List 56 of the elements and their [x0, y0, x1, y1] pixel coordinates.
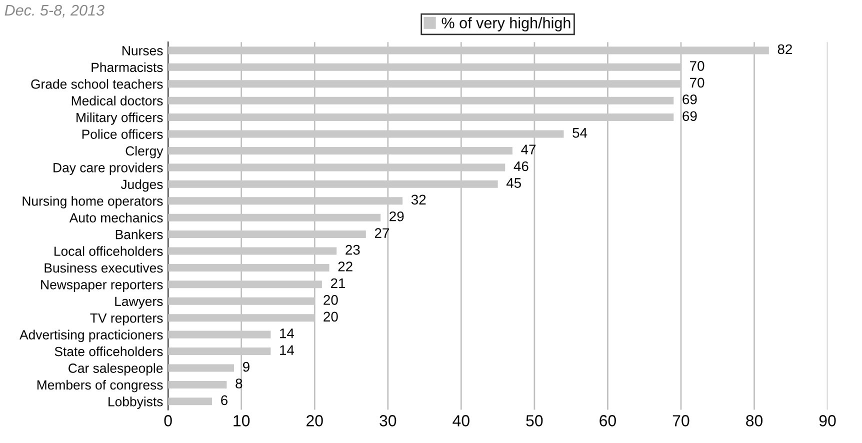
y-tick-label: Car salespeople — [68, 363, 163, 376]
y-tick-label: Day care providers — [54, 162, 163, 175]
y-tick-label: Nurses — [122, 46, 163, 56]
y-tick-label: TV reporters — [90, 314, 163, 326]
data-label: 47 — [521, 144, 536, 154]
data-label: 21 — [330, 278, 346, 288]
y-tick-label: Business executives — [44, 262, 163, 273]
data-label: 9 — [243, 362, 250, 372]
chart-subtitle: Dec. 5-8, 2013 — [4, 4, 104, 18]
y-tick-label: Bankers — [116, 230, 163, 240]
x-tick-label: 30 — [380, 415, 396, 426]
x-tick-label: 70 — [672, 415, 690, 426]
y-tick-label: Police officers — [82, 129, 163, 139]
data-label: 70 — [690, 61, 704, 71]
y-tick-label: Grade school teachers — [31, 79, 163, 89]
y-tick-label: Auto mechanics — [69, 212, 163, 222]
x-tick-label: 60 — [600, 415, 616, 426]
x-tick-label: 10 — [234, 415, 250, 426]
data-label: 46 — [514, 161, 528, 172]
y-tick-label: Judges — [120, 179, 163, 192]
legend-label: % of very high/high — [442, 17, 570, 32]
y-tick-label: State officeholders — [54, 346, 163, 356]
y-tick-label: Pharmacists — [92, 62, 163, 72]
data-label: 69 — [682, 94, 697, 104]
y-tick-label: Military officers — [76, 112, 163, 125]
data-label: 45 — [506, 178, 522, 188]
x-tick-label: 20 — [306, 415, 323, 426]
data-label: 8 — [236, 378, 242, 388]
x-tick-label: 40 — [452, 415, 470, 426]
data-label: 54 — [572, 128, 588, 138]
x-tick-label: 50 — [526, 415, 543, 426]
y-tick-label: Local officeholders — [54, 246, 163, 256]
y-tick-label: Newspaper reporters — [41, 280, 163, 292]
data-label: 23 — [346, 244, 360, 255]
data-label: 14 — [280, 345, 294, 355]
x-tick-label: 80 — [746, 415, 763, 426]
data-label: 20 — [324, 312, 338, 322]
data-label: 14 — [280, 328, 294, 338]
y-tick-label: Lobbyists — [108, 396, 163, 409]
data-label: 69 — [682, 111, 697, 122]
data-label: 22 — [338, 262, 352, 272]
data-label: 29 — [390, 211, 404, 222]
y-tick-label: Lawyers — [115, 296, 163, 309]
data-label: 70 — [690, 78, 704, 88]
y-tick-label: Nursing home operators — [22, 196, 163, 208]
data-label: 82 — [778, 44, 792, 54]
data-label: 6 — [221, 395, 228, 406]
x-tick-label: 0 — [164, 415, 172, 426]
y-tick-label: Clergy — [126, 146, 164, 158]
data-label: 20 — [324, 295, 338, 305]
y-tick-label: Advertising practicioners — [20, 330, 163, 342]
x-tick-label: 90 — [819, 415, 836, 426]
y-tick-label: Medical doctors — [72, 96, 163, 106]
data-label: 32 — [411, 194, 426, 205]
y-tick-label: Members of congress — [37, 380, 163, 392]
data-label: 27 — [374, 228, 390, 238]
